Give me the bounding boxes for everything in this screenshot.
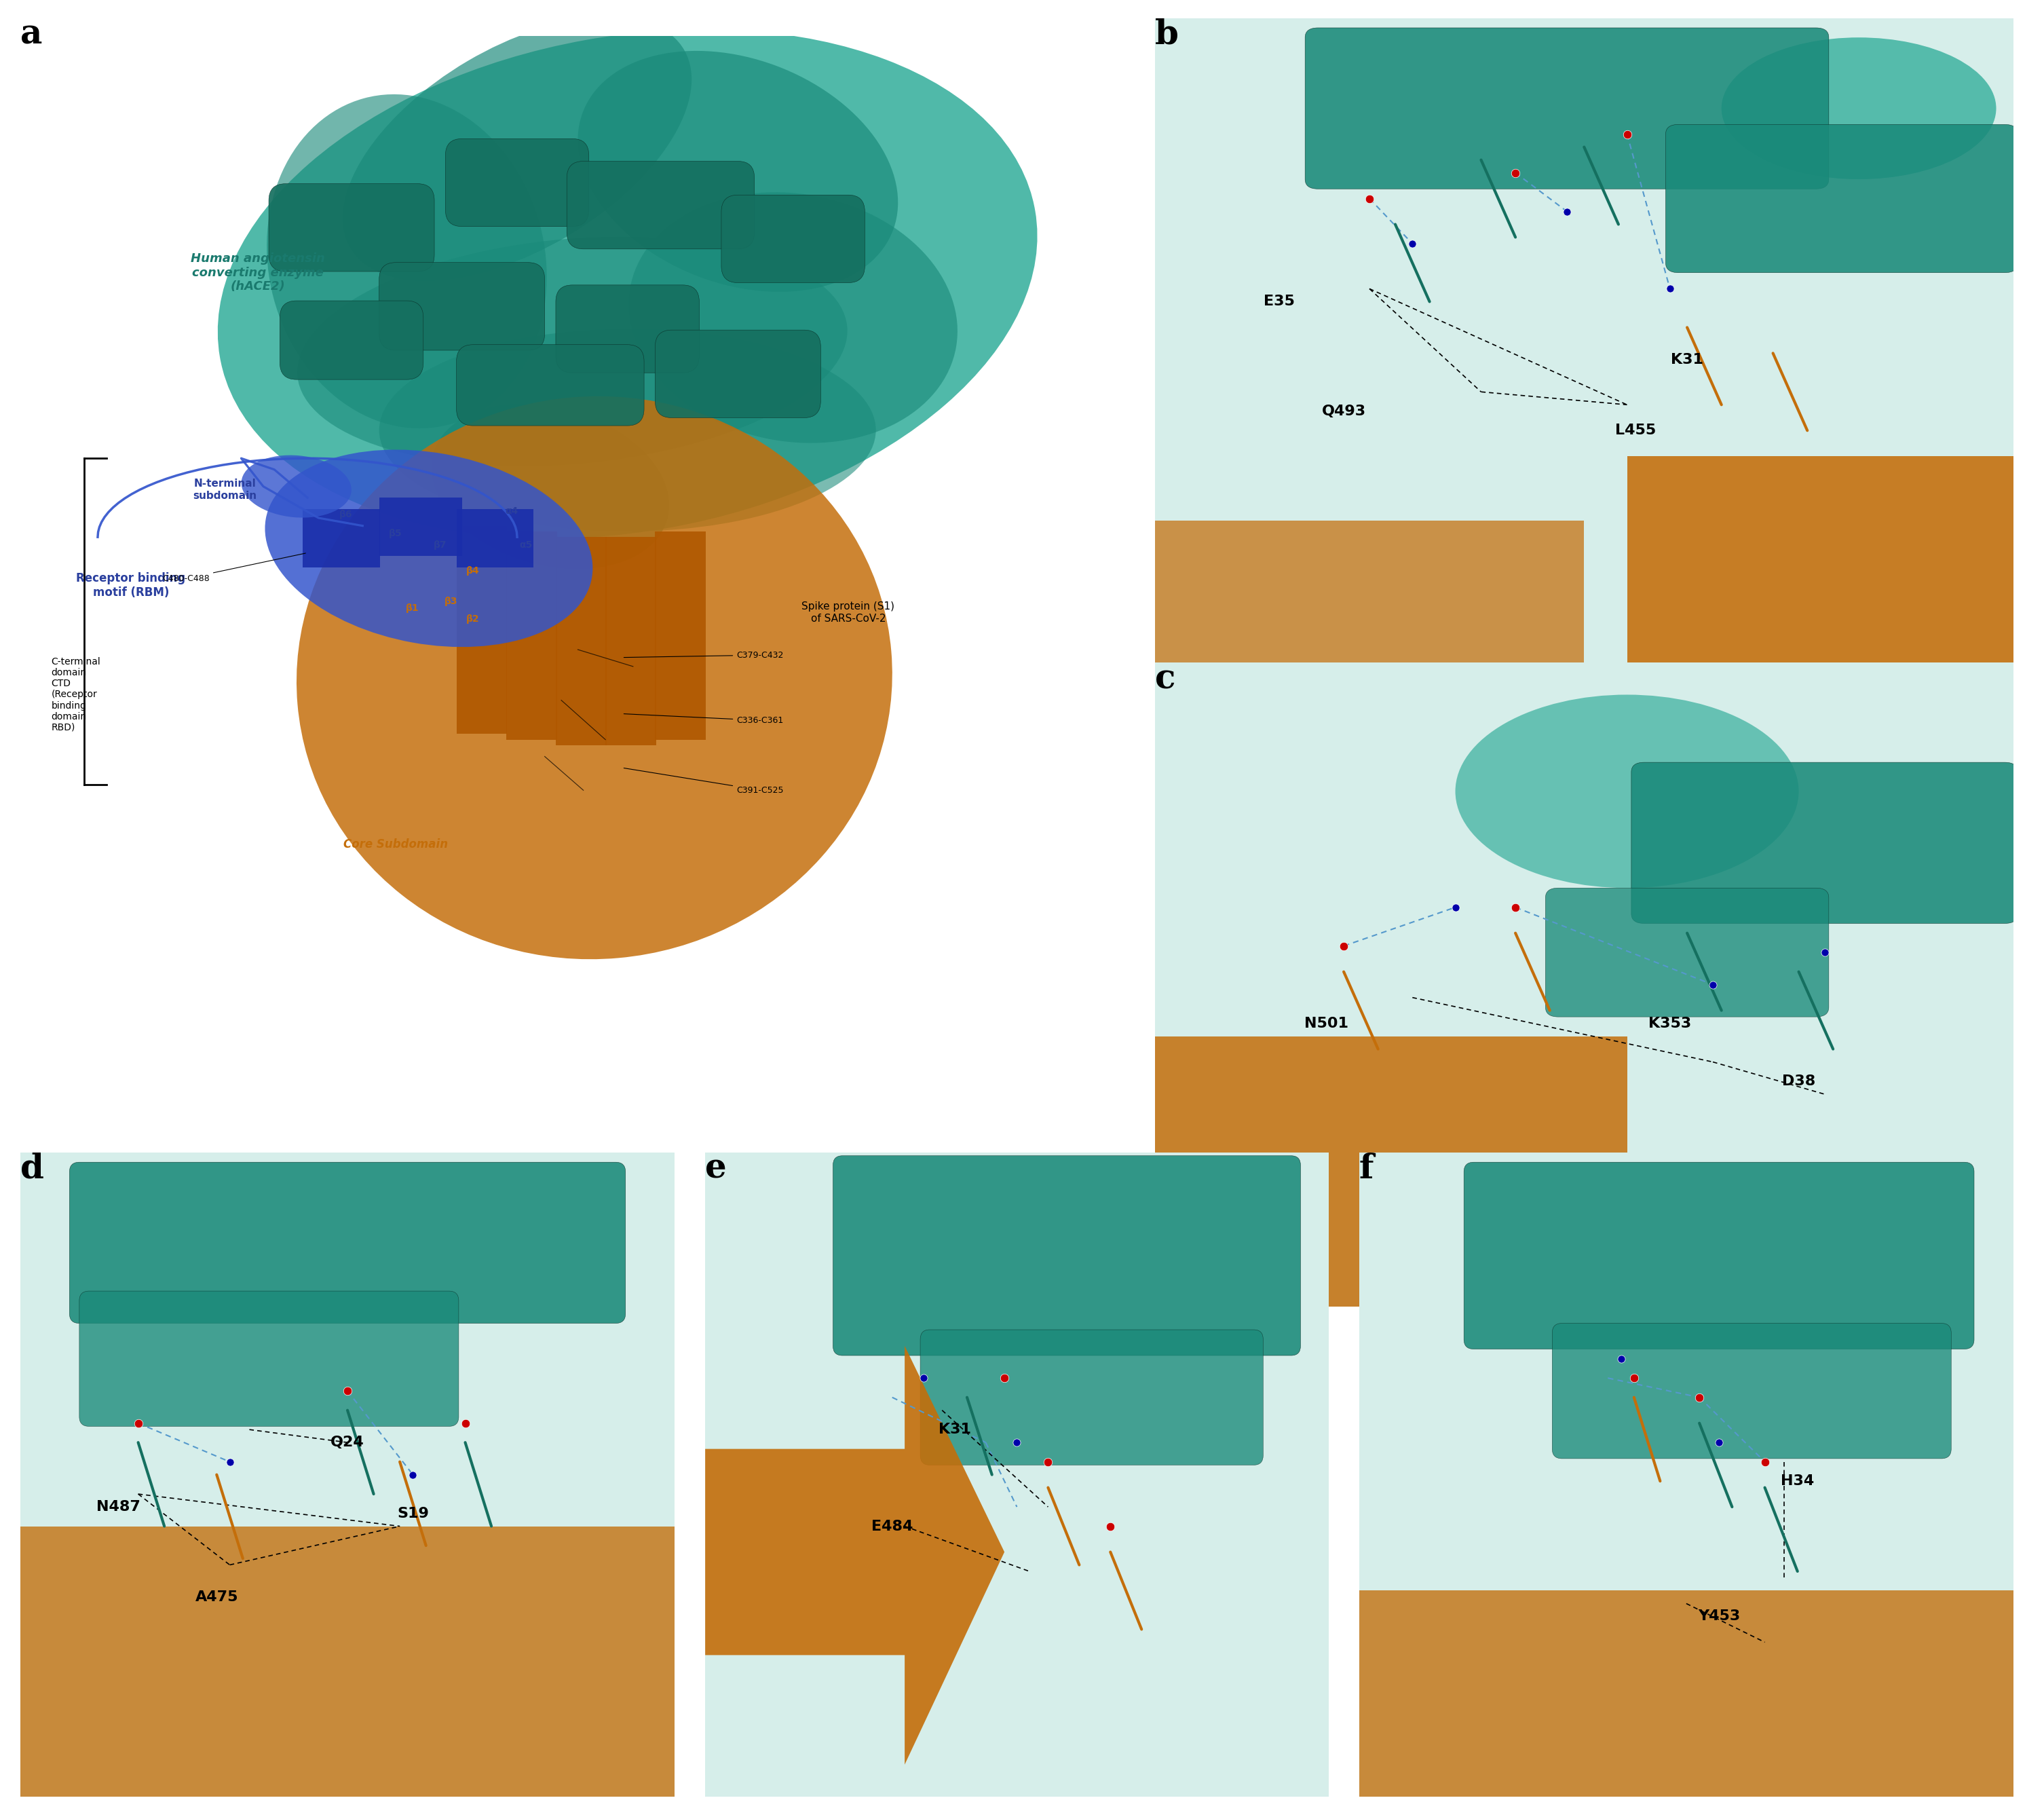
Text: Q24: Q24 <box>331 1436 364 1448</box>
Text: Spike protein (S1)
of SARS-CoV-2: Spike protein (S1) of SARS-CoV-2 <box>801 601 895 623</box>
Text: α5: α5 <box>519 541 533 550</box>
FancyBboxPatch shape <box>1545 888 1829 1016</box>
Text: C391-C525: C391-C525 <box>623 768 783 795</box>
FancyBboxPatch shape <box>834 1156 1300 1356</box>
Text: d: d <box>20 1153 45 1185</box>
Polygon shape <box>1359 1590 2013 1797</box>
FancyBboxPatch shape <box>270 183 433 272</box>
FancyBboxPatch shape <box>1631 762 2017 924</box>
Text: β6: β6 <box>339 510 354 519</box>
Text: e: e <box>705 1153 728 1185</box>
Text: C336-C361: C336-C361 <box>623 713 783 724</box>
Ellipse shape <box>241 456 352 517</box>
Text: Human angiotensin
converting enzyme
(hACE2): Human angiotensin converting enzyme (hAC… <box>190 252 325 292</box>
FancyBboxPatch shape <box>80 1290 458 1427</box>
Text: c: c <box>1155 662 1175 695</box>
FancyBboxPatch shape <box>654 532 705 741</box>
FancyBboxPatch shape <box>556 537 607 746</box>
Text: N-terminal
subdomain: N-terminal subdomain <box>192 479 258 501</box>
Text: A475: A475 <box>194 1590 239 1604</box>
Text: K353: K353 <box>1650 1016 1690 1031</box>
Text: α4: α4 <box>505 506 517 515</box>
Text: Y453: Y453 <box>1699 1610 1739 1623</box>
Ellipse shape <box>380 329 877 532</box>
Text: K31: K31 <box>938 1423 971 1436</box>
FancyBboxPatch shape <box>446 138 589 227</box>
Polygon shape <box>1627 456 2013 662</box>
Ellipse shape <box>266 450 593 646</box>
FancyBboxPatch shape <box>920 1330 1263 1465</box>
Ellipse shape <box>578 51 897 292</box>
Text: E35: E35 <box>1263 294 1296 309</box>
FancyBboxPatch shape <box>303 508 380 568</box>
Text: a: a <box>20 18 43 51</box>
Ellipse shape <box>296 236 848 466</box>
Text: b: b <box>1155 18 1179 51</box>
Ellipse shape <box>268 94 546 428</box>
Text: E484: E484 <box>871 1519 914 1534</box>
Ellipse shape <box>296 396 893 958</box>
Text: H34: H34 <box>1780 1474 1815 1488</box>
Ellipse shape <box>343 16 691 281</box>
Ellipse shape <box>1455 695 1799 888</box>
Text: β4: β4 <box>466 566 480 575</box>
FancyBboxPatch shape <box>280 301 423 379</box>
Polygon shape <box>705 1347 1004 1764</box>
Text: β2: β2 <box>466 615 480 624</box>
Text: β3: β3 <box>444 597 458 606</box>
FancyBboxPatch shape <box>656 330 822 417</box>
FancyBboxPatch shape <box>566 162 754 249</box>
Text: C379-C432: C379-C432 <box>623 652 783 659</box>
Polygon shape <box>1155 521 1584 662</box>
FancyBboxPatch shape <box>1464 1162 1975 1349</box>
FancyBboxPatch shape <box>507 532 556 741</box>
FancyBboxPatch shape <box>605 537 656 746</box>
Text: L455: L455 <box>1615 423 1656 437</box>
FancyBboxPatch shape <box>456 508 533 568</box>
Text: C480-C488: C480-C488 <box>161 554 305 583</box>
Text: N501: N501 <box>1304 1016 1349 1031</box>
Text: β5: β5 <box>388 528 403 539</box>
Text: D38: D38 <box>1782 1074 1815 1087</box>
FancyBboxPatch shape <box>1304 27 1829 189</box>
FancyBboxPatch shape <box>380 263 544 350</box>
FancyBboxPatch shape <box>1666 125 2017 272</box>
Text: C-terminal
domain
CTD
(Receptor
binding
domain
RBD): C-terminal domain CTD (Receptor binding … <box>51 657 100 731</box>
Ellipse shape <box>630 192 957 443</box>
FancyBboxPatch shape <box>722 194 865 283</box>
Text: f: f <box>1359 1153 1374 1185</box>
Text: K31: K31 <box>1670 352 1703 367</box>
Ellipse shape <box>431 405 668 568</box>
Text: Core Subdomain: Core Subdomain <box>343 839 448 851</box>
FancyBboxPatch shape <box>556 285 699 372</box>
FancyBboxPatch shape <box>1551 1323 1952 1459</box>
Text: β7: β7 <box>433 541 446 550</box>
Polygon shape <box>20 1526 675 1797</box>
FancyBboxPatch shape <box>456 526 507 733</box>
Polygon shape <box>1155 1036 1627 1307</box>
Ellipse shape <box>1721 38 1997 180</box>
FancyBboxPatch shape <box>380 497 462 555</box>
Text: S19: S19 <box>397 1506 429 1521</box>
Text: Q493: Q493 <box>1322 405 1365 417</box>
Ellipse shape <box>219 29 1036 539</box>
FancyBboxPatch shape <box>69 1162 625 1323</box>
Text: Receptor binding
motif (RBM): Receptor binding motif (RBM) <box>76 572 186 599</box>
FancyBboxPatch shape <box>456 345 644 427</box>
Text: N487: N487 <box>96 1501 141 1514</box>
Text: β1: β1 <box>405 603 419 613</box>
